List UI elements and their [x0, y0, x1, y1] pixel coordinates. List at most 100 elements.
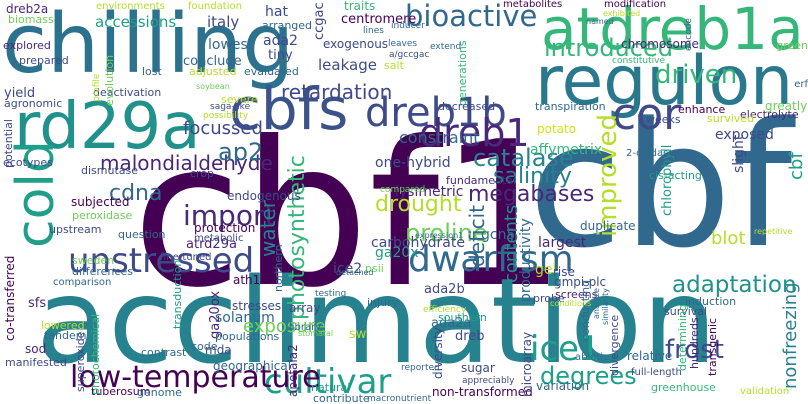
- cloud-word: metabolic: [194, 233, 244, 244]
- cloud-word: probe: [533, 292, 565, 305]
- cloud-word: sw: [349, 327, 367, 342]
- cloud-word: natural: [311, 381, 351, 394]
- cloud-word: cbfs: [229, 75, 349, 143]
- cloud-word: crop: [190, 167, 215, 180]
- cloud-word: fundamental: [446, 174, 517, 187]
- cloud-word: introduced: [544, 34, 673, 62]
- cloud-word: full-length: [631, 367, 682, 378]
- cloud-word: lost: [142, 65, 162, 78]
- cloud-word: cdna: [109, 181, 163, 206]
- cloud-word: salinity: [493, 164, 572, 189]
- cloud-word: dreb1: [419, 111, 530, 155]
- cloud-word: regulon: [535, 42, 794, 121]
- cloud-word: largest: [538, 235, 587, 251]
- cloud-word: possibility: [203, 111, 249, 121]
- cloud-word: question: [118, 228, 166, 241]
- cloud-word: carbohydrate: [371, 235, 465, 251]
- cloud-word: contribute: [313, 392, 370, 404]
- cloud-word: rd29a: [14, 90, 201, 164]
- cloud-word: import: [183, 199, 276, 232]
- cloud-word: focussed: [183, 118, 263, 139]
- cloud-word: driven: [655, 60, 738, 90]
- cloud-word: a/gccgac: [389, 50, 430, 60]
- cloud-word: array: [289, 301, 321, 315]
- cloud-word: agronomic: [4, 97, 63, 110]
- cloud-word: peroxidase: [72, 209, 133, 222]
- cloud-word: duplicate: [580, 219, 636, 233]
- cloud-word: solanum: [215, 310, 275, 326]
- cloud-word: leaves: [388, 39, 418, 49]
- cloud-word: inducer: [391, 21, 425, 31]
- cloud-word: screens: [555, 288, 598, 301]
- cloud-word: unstressed: [68, 241, 255, 281]
- cloud-word: decreased: [438, 100, 496, 113]
- cloud-word: tandem: [44, 329, 87, 342]
- cloud-word: enhance: [678, 103, 726, 116]
- cloud-word: ada2b: [424, 282, 465, 297]
- cloud-word: potato: [537, 122, 577, 136]
- cloud-word: saga-like: [210, 102, 251, 112]
- cloud-word: ga20x: [375, 245, 419, 261]
- cloud-word: analyze: [592, 288, 601, 319]
- cloud-word: psii: [365, 262, 384, 275]
- cloud-word: comparison: [53, 277, 112, 288]
- cloud-word: bioactive: [405, 0, 538, 33]
- cloud-word: exposure: [243, 316, 326, 337]
- cloud-word: contrast: [141, 346, 187, 359]
- cloud-word: drought: [375, 192, 462, 217]
- cloud-word: affymetrix: [530, 142, 603, 158]
- cloud-word: deactivation: [93, 86, 162, 99]
- cloud-word: hat: [265, 4, 288, 20]
- cloud-word: greatly: [765, 99, 808, 113]
- cloud-word: differences: [72, 265, 133, 278]
- cloud-word: lowest: [208, 37, 254, 53]
- cloud-word: survival: [664, 305, 708, 318]
- cloud-word: biomass: [8, 13, 54, 26]
- cloud-word: malondialdehyde: [100, 151, 273, 175]
- cloud-word: adjusted: [189, 65, 237, 78]
- cloud-word: stresses: [232, 299, 282, 313]
- cloud-word: northern: [272, 244, 285, 292]
- cloud-word: cbf1: [132, 99, 567, 332]
- cloud-word: explored: [3, 39, 51, 52]
- cloud-word: named: [586, 17, 614, 26]
- cloud-word: survived: [707, 112, 755, 125]
- cloud-word: adaptation: [672, 272, 797, 298]
- cloud-word: low-temperature: [70, 360, 321, 395]
- cloud-word: slight: [731, 134, 747, 173]
- cloud-word: repetitive: [754, 227, 793, 236]
- cloud-word: constraint: [399, 128, 480, 147]
- cloud-word: italy: [207, 13, 240, 31]
- cloud-word: conducting: [579, 279, 592, 341]
- cloud-word: gel: [535, 262, 557, 278]
- cloud-word: transpiration: [535, 100, 606, 113]
- cloud-word: ada2: [263, 33, 298, 49]
- cloud-word: dreb2a: [6, 2, 49, 16]
- cloud-word: appreciably: [462, 376, 515, 386]
- cloud-word: cultivar: [264, 362, 392, 402]
- cloud-word: proline: [405, 219, 488, 247]
- cloud-word: degrees: [540, 362, 637, 390]
- cloud-word: profile: [92, 73, 102, 102]
- cloud-word: ath1: [233, 273, 261, 287]
- cloud-word: code: [191, 340, 218, 353]
- cloud-word: similarity: [601, 288, 610, 325]
- cloud-word: ccgac: [312, 2, 327, 40]
- cloud-word: yield: [4, 86, 36, 101]
- cloud-word: conditions: [550, 299, 592, 308]
- cloud-word: chromosome: [621, 37, 699, 51]
- cloud-word: co-transferred: [3, 255, 17, 341]
- cloud-word: tuberosum: [91, 385, 151, 398]
- cloud-word: catalase: [473, 144, 574, 172]
- cloud-word: cbf: [786, 152, 807, 180]
- cloud-word: ice2: [333, 261, 363, 277]
- cloud-word: subjected: [71, 195, 130, 209]
- cloud-word: tiny: [268, 48, 293, 63]
- cloud-word: acclimation: [36, 252, 717, 390]
- cloud-word: extend: [430, 42, 462, 52]
- cloud-word: photosynthetic: [285, 155, 310, 320]
- cloud-word: injury: [367, 296, 399, 309]
- cloud-word: traits: [344, 0, 376, 13]
- cloud-word: microarray: [520, 331, 534, 397]
